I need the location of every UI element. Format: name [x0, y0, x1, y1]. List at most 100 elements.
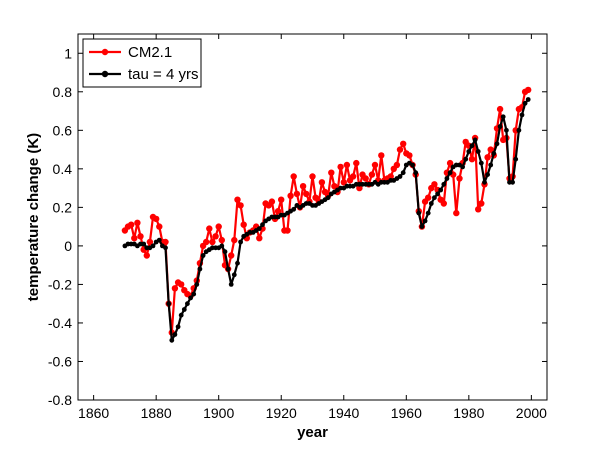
data-point [362, 175, 369, 182]
data-point [238, 239, 244, 245]
data-point [406, 152, 413, 159]
axes-layer: 1860 1880 1900 1920 1940 1960 1980 2000 -0.8 -0.6… [48, 34, 547, 421]
data-point [428, 201, 434, 206]
data-point [299, 183, 307, 190]
data-point [400, 140, 407, 147]
data-point [235, 260, 240, 266]
data-point [456, 175, 463, 182]
legend-marker [101, 48, 109, 56]
data-point [522, 100, 528, 106]
data-point [416, 210, 422, 216]
data-point [194, 282, 200, 287]
data-point [478, 160, 484, 166]
y-tick-label: -0.8 [48, 392, 72, 408]
data-point [425, 194, 432, 201]
x-axis-label: year [297, 424, 328, 441]
data-point [225, 266, 231, 272]
data-point [431, 181, 438, 188]
data-point [131, 235, 138, 242]
y-tick-label: 0.6 [53, 122, 73, 138]
data-point [340, 179, 347, 186]
data-point [303, 190, 310, 198]
data-point [212, 233, 219, 240]
data-point [256, 226, 262, 232]
data-point [234, 196, 241, 203]
data-point [525, 97, 531, 102]
data-point [368, 171, 376, 178]
data-point [290, 173, 297, 180]
legend-label: tau = 4 yrs [128, 66, 198, 83]
data-point [488, 162, 494, 168]
x-tick-label: 1920 [266, 405, 297, 421]
data-point [287, 192, 294, 199]
data-point [378, 152, 385, 159]
data-point [484, 154, 491, 161]
legend-box [82, 38, 202, 88]
data-point [328, 169, 335, 176]
data-point [472, 137, 478, 143]
data-point [525, 86, 532, 94]
data-point [397, 174, 403, 179]
data-point [485, 172, 490, 178]
data-point [293, 190, 301, 198]
data-point [393, 161, 401, 169]
x-tick-label: 1980 [453, 405, 484, 421]
data-point [343, 161, 351, 169]
data-point [222, 249, 228, 255]
data-point [468, 156, 476, 163]
data-point [466, 149, 472, 154]
data-point [500, 114, 506, 120]
data-point [163, 245, 168, 251]
legend-marker [101, 70, 109, 78]
y-tick-label: -0.6 [48, 353, 72, 369]
y-tick-label: 0.4 [53, 161, 73, 177]
data-point [185, 301, 190, 307]
data-point [453, 209, 460, 217]
data-point [291, 206, 297, 212]
data-point [463, 156, 469, 162]
data-point [188, 295, 194, 301]
y-tick-label: -0.2 [48, 276, 72, 292]
data-point [446, 159, 454, 167]
data-point [240, 221, 247, 228]
data-point [349, 173, 357, 180]
data-point [150, 243, 156, 249]
data-point [422, 218, 428, 224]
data-point [440, 200, 447, 207]
data-point [469, 143, 475, 149]
data-point [172, 332, 178, 337]
y-tick-label: 0 [64, 238, 72, 254]
data-point [231, 236, 238, 244]
data-point [256, 235, 263, 242]
data-point [425, 210, 431, 216]
data-point [309, 173, 316, 180]
x-tick-label: 1940 [328, 405, 359, 421]
data-point [137, 233, 144, 240]
data-point [482, 179, 487, 185]
data-point [219, 243, 225, 249]
data-point [400, 170, 406, 176]
data-point [260, 222, 265, 228]
data-point [169, 337, 175, 343]
series-0 [121, 86, 532, 336]
data-point [331, 183, 338, 190]
x-tick-label: 1900 [203, 405, 234, 421]
data-point [419, 224, 425, 230]
data-point [146, 238, 154, 246]
data-point [519, 112, 525, 118]
y-axis-label: temperature change (K) [25, 133, 42, 301]
data-point [504, 127, 509, 133]
plot-frame [77, 33, 548, 401]
data-point [478, 200, 485, 207]
data-point [516, 127, 522, 133]
data-point [209, 238, 216, 246]
data-point [203, 238, 210, 246]
data-point [353, 159, 360, 167]
data-point [410, 162, 415, 168]
data-point [435, 191, 440, 197]
data-point [274, 208, 282, 215]
y-tick-label: 1 [64, 45, 72, 61]
data-point [438, 187, 444, 193]
data-point [278, 196, 285, 203]
